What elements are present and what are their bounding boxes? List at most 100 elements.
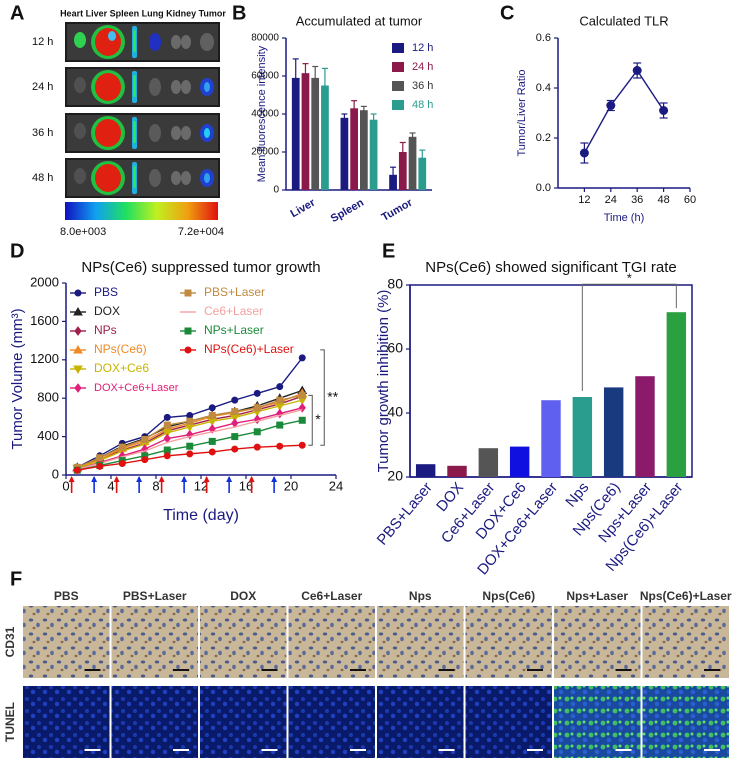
column-label: PBS+Laser — [123, 589, 187, 603]
panel-letters: A B C D E F — [10, 2, 514, 590]
bar — [340, 117, 349, 190]
cd31-image — [200, 606, 287, 678]
chart-title: Calculated TLR — [579, 13, 668, 28]
cd31-image — [111, 606, 198, 678]
marker — [163, 452, 171, 460]
tunel-image — [288, 686, 375, 758]
marker — [632, 66, 642, 75]
tumor-core — [204, 128, 210, 138]
legend-label: 48 h — [412, 99, 433, 111]
bar — [415, 464, 436, 477]
marker — [208, 404, 216, 412]
image-bg — [67, 69, 218, 105]
y-tick-label: 20 — [387, 468, 403, 484]
x-tick-label: 16 — [239, 478, 253, 493]
tumor-core — [204, 173, 210, 183]
marker — [184, 346, 192, 354]
bar — [369, 119, 378, 190]
annotation: * — [627, 271, 632, 286]
marker — [231, 396, 239, 404]
liver — [95, 73, 121, 101]
bar — [321, 85, 329, 190]
bar — [478, 448, 499, 477]
arrow-head — [226, 476, 233, 482]
cd31-image — [288, 606, 375, 678]
y-tick-label: 0.6 — [536, 32, 551, 44]
marker — [298, 441, 306, 449]
y-tick-label: 0 — [273, 185, 279, 196]
marker — [73, 466, 81, 474]
liver-core — [108, 31, 116, 41]
tunel-image — [465, 686, 552, 758]
y-tick-label: 80000 — [251, 33, 279, 44]
marker — [186, 442, 194, 450]
marker — [141, 435, 149, 443]
legend-label: NPs — [94, 323, 117, 337]
marker — [276, 421, 284, 429]
marker — [231, 408, 239, 416]
marker — [74, 383, 82, 393]
arrow-head — [158, 476, 165, 482]
y-tick-label: 1600 — [30, 313, 59, 328]
x-tick-label: PBS+Laser — [374, 479, 436, 548]
marker — [163, 421, 171, 429]
marker — [73, 344, 83, 354]
marker — [162, 429, 173, 438]
arrow-head — [91, 476, 98, 482]
marker — [118, 459, 126, 467]
x-tick-label: 24 — [329, 478, 343, 493]
colorbar-max: 7.2e+004 — [178, 226, 224, 238]
kidney — [181, 171, 191, 185]
legend-label: NPs(Ce6) — [94, 342, 147, 356]
legend-label: NPs+Laser — [204, 323, 264, 337]
y-tick-label: 0.0 — [536, 182, 551, 194]
cd31-image — [377, 606, 464, 678]
x-tick-label: Tumor — [380, 196, 416, 223]
x-tick-label: 24 — [605, 194, 617, 206]
marker — [163, 413, 171, 421]
legend-label: 36 h — [412, 80, 433, 92]
cd31-image — [23, 606, 110, 678]
series-line — [583, 69, 665, 154]
panel-letter: F — [10, 568, 22, 590]
column-label: Nps(Ce6) — [482, 589, 535, 603]
marker — [253, 428, 261, 436]
y-axis-label: Tumor Volume (mm³) — [9, 308, 26, 449]
imaging-header: Heart Liver Spleen Lung Kidney Tumor — [60, 8, 226, 18]
cd31-image — [642, 606, 729, 678]
bar — [350, 108, 358, 190]
kidney — [171, 80, 181, 94]
x-tick-label: 4 — [107, 478, 114, 493]
lung — [149, 78, 161, 96]
y-tick-label: 0.4 — [536, 82, 551, 94]
marker — [208, 448, 216, 456]
marker — [606, 101, 616, 110]
kidney — [171, 35, 181, 49]
chart-title: Accumulated at tumor — [296, 13, 423, 28]
chart-title: NPs(Ce6) suppressed tumor growth — [81, 259, 320, 276]
series-line — [77, 409, 303, 470]
y-tick-label: 0.2 — [536, 132, 551, 144]
marker — [276, 442, 284, 450]
column-label: Nps — [409, 589, 432, 603]
significance-bracket — [308, 394, 313, 446]
y-tick-label: 60000 — [251, 71, 279, 82]
chart-title: NPs(Ce6) showed significant TGI rate — [425, 259, 677, 276]
tunel-image — [111, 686, 198, 758]
legend-label: DOX+Ce6+Laser — [94, 382, 179, 394]
bar — [603, 387, 624, 477]
marker — [579, 148, 589, 158]
spleen-core — [133, 30, 136, 52]
bar — [418, 157, 427, 190]
marker — [96, 462, 104, 470]
arrow-head — [136, 476, 143, 482]
marker — [298, 416, 306, 424]
y-tick-label: 40000 — [251, 109, 279, 120]
legend-swatch — [392, 62, 404, 72]
colorbar — [65, 202, 218, 220]
x-axis-label: Time (h) — [604, 212, 645, 224]
liver — [95, 28, 121, 56]
legend-swatch — [392, 81, 404, 91]
legend-label: Ce6+Laser — [204, 304, 263, 318]
